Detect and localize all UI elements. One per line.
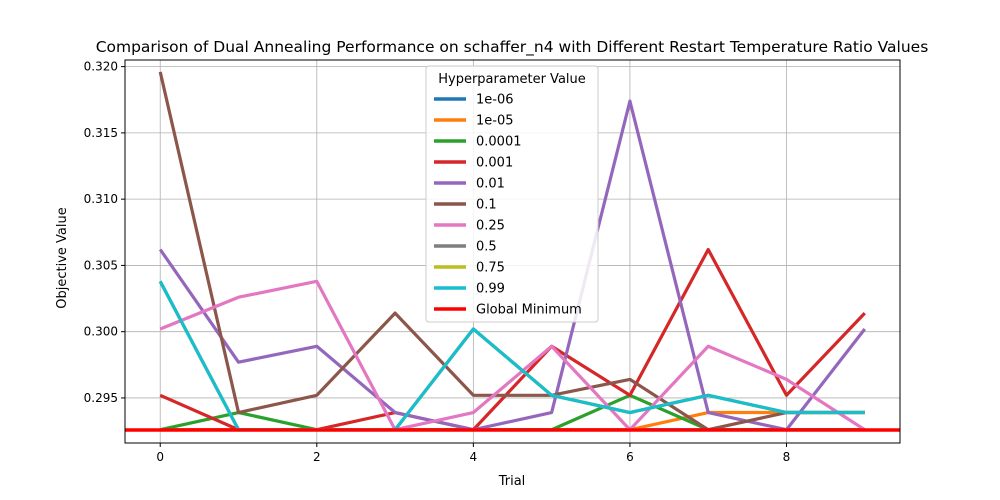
legend-label: 0.0001 — [476, 135, 522, 150]
y-tick-label: 0.300 — [84, 325, 118, 339]
legend: Hyperparameter Value 1e-06 1e-05 0.0001 0.0… — [425, 65, 599, 323]
legend-label: 0.75 — [476, 261, 505, 276]
y-axis: 0.295 0.300 0.305 0.310 0.315 0.320 — [84, 60, 125, 405]
series-line-0.25 — [159, 279, 866, 432]
legend-label: 0.01 — [476, 177, 505, 192]
legend-title: Hyperparameter Value — [438, 72, 586, 87]
legend-label: 1e-06 — [476, 93, 514, 108]
x-tick-label: 0 — [156, 450, 164, 464]
y-tick-label: 0.310 — [84, 192, 118, 206]
x-axis-label: Trial — [498, 474, 526, 489]
legend-items: 1e-06 1e-05 0.0001 0.001 0.01 0.1 0.25 0.5 0.75 0… — [434, 93, 582, 318]
x-tick-label: 4 — [470, 450, 478, 464]
legend-label: 0.1 — [476, 198, 497, 213]
legend-label: 0.25 — [476, 219, 505, 234]
y-axis-label: Objective Value — [55, 207, 70, 308]
x-tick-label: 8 — [783, 450, 791, 464]
legend-label: 0.99 — [476, 282, 505, 297]
y-tick-label: 0.315 — [84, 126, 118, 140]
y-tick-label: 0.305 — [84, 258, 118, 272]
legend-label: 1e-05 — [476, 114, 514, 129]
x-tick-label: 6 — [626, 450, 634, 464]
y-tick-label: 0.295 — [84, 391, 118, 405]
y-tick-label: 0.320 — [84, 60, 118, 74]
legend-label: Global Minimum — [476, 303, 582, 318]
series-line-0.1 — [158, 71, 865, 432]
plot-frame — [124, 59, 901, 444]
legend-label: 0.001 — [476, 156, 513, 171]
legend-label: 0.5 — [476, 240, 497, 255]
chart-title: Comparison of Dual Annealing Performance… — [96, 38, 929, 57]
legend-box — [425, 65, 599, 323]
x-tick-label: 2 — [313, 450, 321, 464]
x-axis: 0 2 4 6 8 — [156, 443, 790, 464]
